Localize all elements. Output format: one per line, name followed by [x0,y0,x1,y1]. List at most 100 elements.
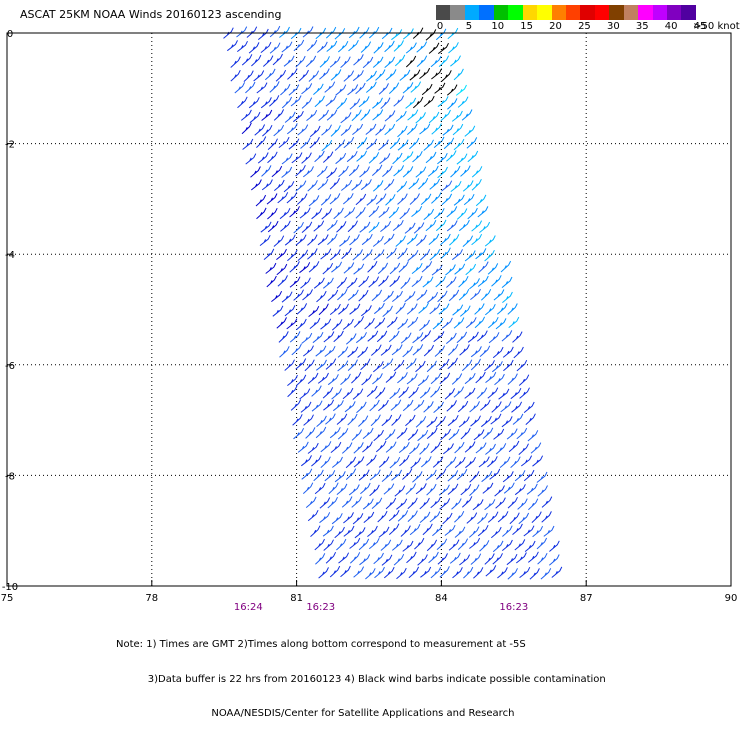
wind-barb [367,330,379,342]
wind-barb [469,401,480,413]
wind-barb [442,512,453,525]
wind-barb [320,441,332,453]
wind-barb [487,387,499,399]
wind-barb [243,70,254,82]
wind-barb [527,430,539,442]
wind-barb [308,70,320,82]
wind-barb [484,553,495,565]
wind-barb [384,110,396,122]
wind-barb [470,358,481,371]
wind-barb [473,567,484,579]
wind-barb [490,413,502,425]
wind-barb [409,137,420,150]
map-plot[interactable]: 75 78 81 84 87 90 0 -2 -4 -6 -8 -10 16:24 16:23 16:23 [0,0,740,650]
wind-barb [327,233,338,245]
wind-barb [430,566,442,579]
wind-barb [487,263,499,275]
wind-barb [464,250,476,262]
wind-barb [362,56,374,69]
wind-barb [242,138,254,150]
wind-barb [516,359,528,372]
wind-barb [491,275,502,287]
wind-barb [295,358,307,370]
wind-barb [269,42,281,54]
wind-barb [360,109,371,121]
wind-barb [311,208,323,220]
legend-tick: 30 [606,21,620,32]
wind-barb [449,552,461,564]
wind-barb [321,124,332,136]
wind-barb [426,483,437,496]
wind-barb [518,512,530,525]
wind-barb [382,305,393,317]
lat-tick-label: -10 [2,582,18,593]
wind-barb [484,303,496,316]
wind-barb [484,249,495,262]
wind-barb [397,372,408,384]
wind-barb [459,344,470,356]
wind-barb [398,386,409,398]
wind-barb [230,56,241,68]
wind-barb [399,454,410,467]
wind-barb [428,111,440,124]
wind-barb [342,318,354,330]
wind-barb [325,413,336,425]
wind-barb [451,373,463,385]
wind-barb [548,554,560,566]
legend-swatch [551,5,566,20]
wind-barb [283,181,295,193]
wind-barb [453,138,465,151]
wind-barb [402,399,414,412]
wind-barb [420,330,432,342]
wind-barb [395,235,406,247]
wind-barb [434,345,446,357]
lon-tick-label: 87 [580,593,593,604]
wind-barb [375,387,386,399]
wind-barb [421,83,433,96]
wind-barb [511,401,523,413]
wind-barb [280,83,291,96]
wind-barb [353,316,365,328]
wind-barb [281,291,293,303]
wind-barb [394,54,406,67]
note-line-2: 3)Data buffer is 22 hrs from 20160123 4)… [116,673,606,685]
wind-barb [484,360,495,372]
wind-barb [310,525,321,537]
wind-barb [502,471,514,483]
wind-barb [397,510,409,522]
wind-barb [373,42,384,54]
wind-barb [300,455,312,467]
wind-barb [337,40,349,53]
wind-barb [333,330,344,343]
legend-unit: >50 knots [693,21,740,32]
wind-barb [298,69,309,82]
wind-barb [378,456,390,468]
wind-barb [319,68,330,80]
wind-barb [488,332,500,344]
wind-barb [340,179,353,191]
legend-swatch [667,5,682,20]
wind-barb [444,524,456,536]
wind-barb [307,180,318,192]
wind-barb [308,305,320,317]
wind-barb [260,41,272,53]
wind-barb [369,469,381,481]
wind-barb [435,416,446,428]
wind-barb [532,455,544,467]
wind-barb [469,278,480,290]
wind-barb [290,95,302,107]
wind-barb [302,166,314,178]
wind-barb [348,39,359,52]
wind-barb [433,136,445,148]
wind-barb [360,179,372,191]
wind-barb [340,565,351,578]
wind-barb [378,206,390,218]
wind-barb [461,359,473,372]
wind-barb [365,568,376,580]
wind-barb [316,290,327,303]
wind-barb [459,554,471,566]
wind-barb [269,95,280,107]
wind-barb [289,331,301,343]
wind-barb [391,344,403,356]
wind-barb [301,468,313,480]
